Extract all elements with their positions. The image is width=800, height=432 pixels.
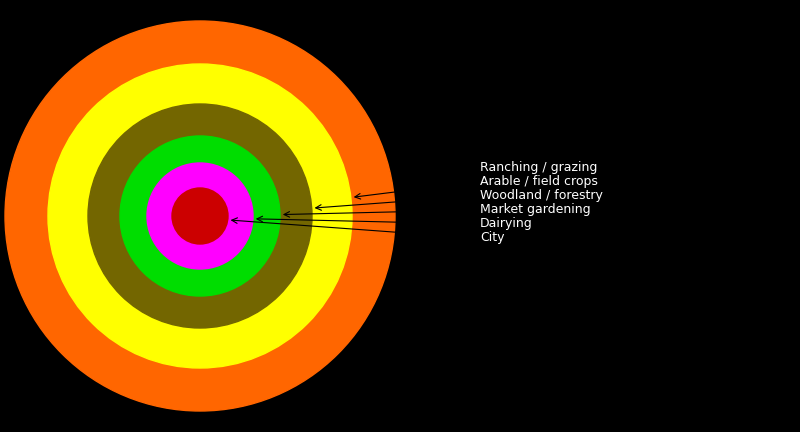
Text: City: City [480, 232, 505, 245]
Circle shape [172, 188, 228, 244]
Text: Woodland / forestry: Woodland / forestry [480, 190, 603, 203]
Circle shape [147, 163, 253, 269]
Circle shape [48, 64, 352, 368]
Circle shape [5, 21, 395, 411]
Text: Market gardening: Market gardening [480, 203, 590, 216]
Text: Ranching / grazing: Ranching / grazing [480, 162, 598, 175]
Circle shape [120, 136, 280, 296]
Text: Dairying: Dairying [480, 217, 533, 231]
Circle shape [88, 104, 312, 328]
Text: Arable / field crops: Arable / field crops [480, 175, 598, 188]
